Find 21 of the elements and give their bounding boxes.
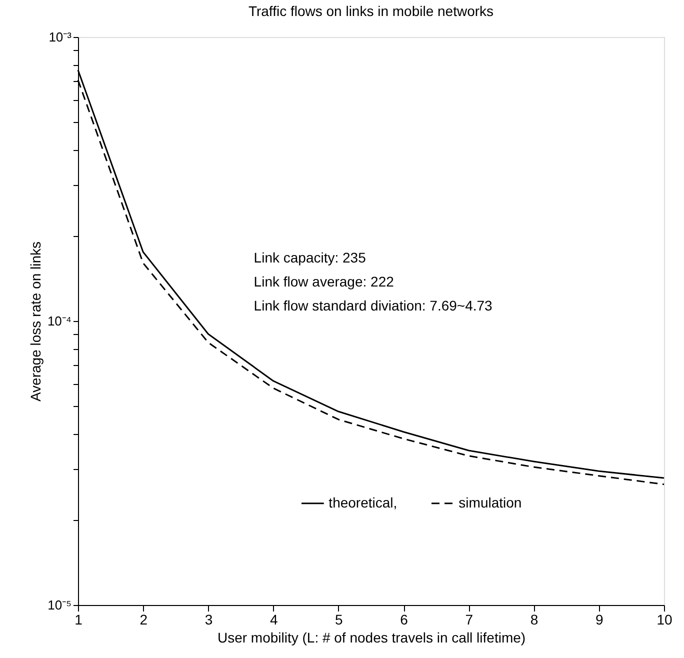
chart-title: Traffic flows on links in mobile networks — [248, 3, 494, 19]
x-tick-label: 9 — [595, 612, 604, 628]
x-tick-label: 8 — [530, 612, 538, 628]
annotation: Link flow standard diviation: 7.69~4.73 — [254, 298, 493, 314]
x-tick-label: 10 — [656, 612, 672, 628]
x-tick-label: 5 — [335, 612, 344, 628]
legend-label: simulation — [458, 494, 522, 510]
y-tick-label: 10⁻⁵ — [48, 598, 72, 612]
x-tick-label: 4 — [270, 612, 278, 628]
x-tick-label: 6 — [400, 612, 408, 628]
x-tick-label: 2 — [140, 612, 148, 628]
legend-label: theoretical, — [328, 494, 398, 510]
y-tick-label: 10⁻⁴ — [47, 314, 72, 328]
y-tick-label: 10⁻³ — [48, 30, 72, 44]
x-tick-label: 1 — [74, 612, 83, 628]
x-tick-label: 7 — [465, 612, 474, 628]
x-axis-title: User mobility (L: # of nodes travels in call lifetime) — [217, 630, 526, 646]
x-tick-label: 3 — [204, 612, 213, 628]
annotation: Link capacity: 235 — [254, 250, 366, 266]
annotation: Link flow average: 222 — [254, 274, 394, 290]
y-axis-title: Average loss rate on links — [27, 241, 44, 402]
